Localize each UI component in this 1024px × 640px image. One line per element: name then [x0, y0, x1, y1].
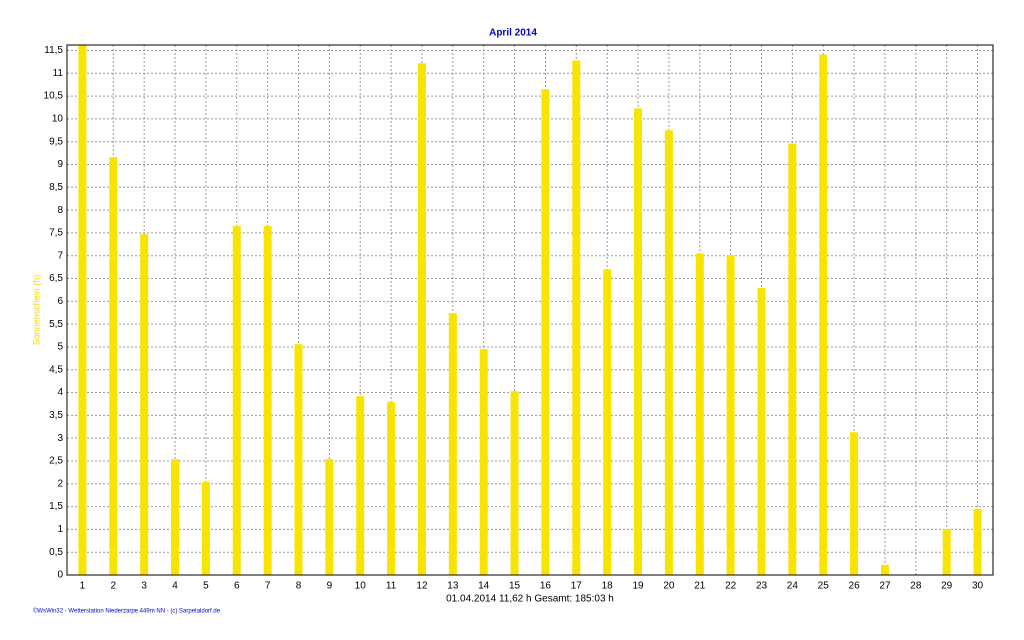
y-tick-label: 3 — [57, 433, 63, 444]
x-tick-label: 28 — [910, 581, 922, 592]
bar — [819, 54, 828, 576]
x-tick-label: 19 — [632, 581, 644, 592]
x-tick-label: 25 — [818, 581, 830, 592]
bar — [109, 157, 118, 575]
bar — [757, 288, 766, 575]
y-tick-label: 10 — [52, 114, 64, 125]
x-tick-label: 14 — [478, 581, 490, 592]
x-tick-label: 11 — [386, 581, 397, 592]
y-tick-label: 2 — [57, 478, 63, 489]
bar — [417, 63, 426, 575]
y-tick-label: 9 — [57, 159, 63, 170]
x-tick-label: 17 — [571, 581, 583, 592]
y-tick-label: 6,5 — [49, 273, 63, 284]
bar — [541, 89, 550, 576]
bar — [201, 481, 210, 575]
bar — [140, 234, 149, 576]
x-tick-label: 9 — [327, 581, 333, 592]
bar — [294, 344, 303, 575]
x-tick-label: 3 — [141, 581, 147, 592]
bar — [788, 143, 797, 576]
y-tick-label: 7 — [57, 250, 63, 261]
bar — [850, 432, 859, 575]
y-tick-label: 0 — [57, 570, 63, 581]
y-tick-label: 5,5 — [49, 319, 63, 330]
y-tick-label: 4 — [57, 387, 63, 398]
y-tick-label: 1 — [57, 524, 63, 535]
x-tick-label: 1 — [80, 581, 86, 592]
x-tick-label: 4 — [172, 581, 178, 592]
x-tick-label: 20 — [663, 581, 675, 592]
x-tick-label: 12 — [416, 581, 428, 592]
bar — [942, 528, 951, 575]
x-tick-label: 22 — [725, 581, 737, 592]
chart-title: April 2014 — [489, 28, 537, 39]
bar — [232, 226, 241, 575]
x-tick-label: 15 — [509, 581, 521, 592]
y-tick-label: 3,5 — [49, 410, 63, 421]
x-tick-label: 10 — [355, 581, 367, 592]
x-tick-label: 30 — [972, 581, 984, 592]
y-tick-label: 8,5 — [49, 182, 63, 193]
bar — [479, 349, 488, 575]
y-tick-label: 6 — [57, 296, 63, 307]
x-tick-label: 13 — [447, 581, 459, 592]
bar — [880, 564, 889, 575]
bar — [572, 60, 581, 575]
x-tick-label: 7 — [265, 581, 271, 592]
bar — [325, 459, 334, 575]
bar — [695, 253, 704, 576]
x-tick-label: 24 — [787, 581, 799, 592]
x-tick-label: 23 — [756, 581, 768, 592]
x-tick-label: 5 — [203, 581, 209, 592]
y-tick-label: 7,5 — [49, 228, 63, 239]
plot-frame — [66, 44, 994, 576]
bar — [387, 402, 396, 575]
x-tick-label: 29 — [941, 581, 953, 592]
y-tick-label: 0,5 — [49, 547, 63, 558]
y-tick-label: 1,5 — [49, 501, 63, 512]
bar — [510, 391, 519, 575]
x-tick-label: 8 — [296, 581, 302, 592]
y-axis-label: Sonnenschein (h) — [31, 275, 41, 346]
y-tick-label: 4,5 — [49, 364, 63, 375]
bar — [171, 459, 180, 575]
x-tick-label: 27 — [879, 581, 891, 592]
bar — [78, 45, 87, 575]
bar — [448, 313, 457, 575]
x-tick-label: 2 — [111, 581, 117, 592]
credit: ©WsWin32 - Wetterstation Niederzarpe 449… — [33, 608, 221, 615]
y-tick-label: 8 — [57, 205, 63, 216]
y-tick-label: 2,5 — [49, 456, 63, 467]
bar — [263, 226, 272, 575]
y-tick-label: 11 — [53, 68, 64, 79]
x-tick-label: 18 — [602, 581, 614, 592]
bar — [603, 269, 612, 575]
y-tick-label: 11,5 — [44, 45, 63, 56]
y-tick-label: 9,5 — [49, 136, 63, 147]
bar — [634, 108, 643, 575]
bar — [664, 130, 673, 575]
y-tick-label: 5 — [57, 342, 63, 353]
x-tick-label: 16 — [540, 581, 552, 592]
footer: 01.04.2014 11,62 h Gesamt: 185:03 h — [446, 594, 614, 605]
y-tick-label: 10,5 — [44, 91, 64, 102]
bar — [726, 255, 735, 575]
bar — [356, 396, 365, 575]
x-tick-label: 6 — [234, 581, 240, 592]
x-tick-label: 26 — [849, 581, 861, 592]
x-tick-label: 21 — [694, 581, 706, 592]
bar — [973, 508, 982, 575]
